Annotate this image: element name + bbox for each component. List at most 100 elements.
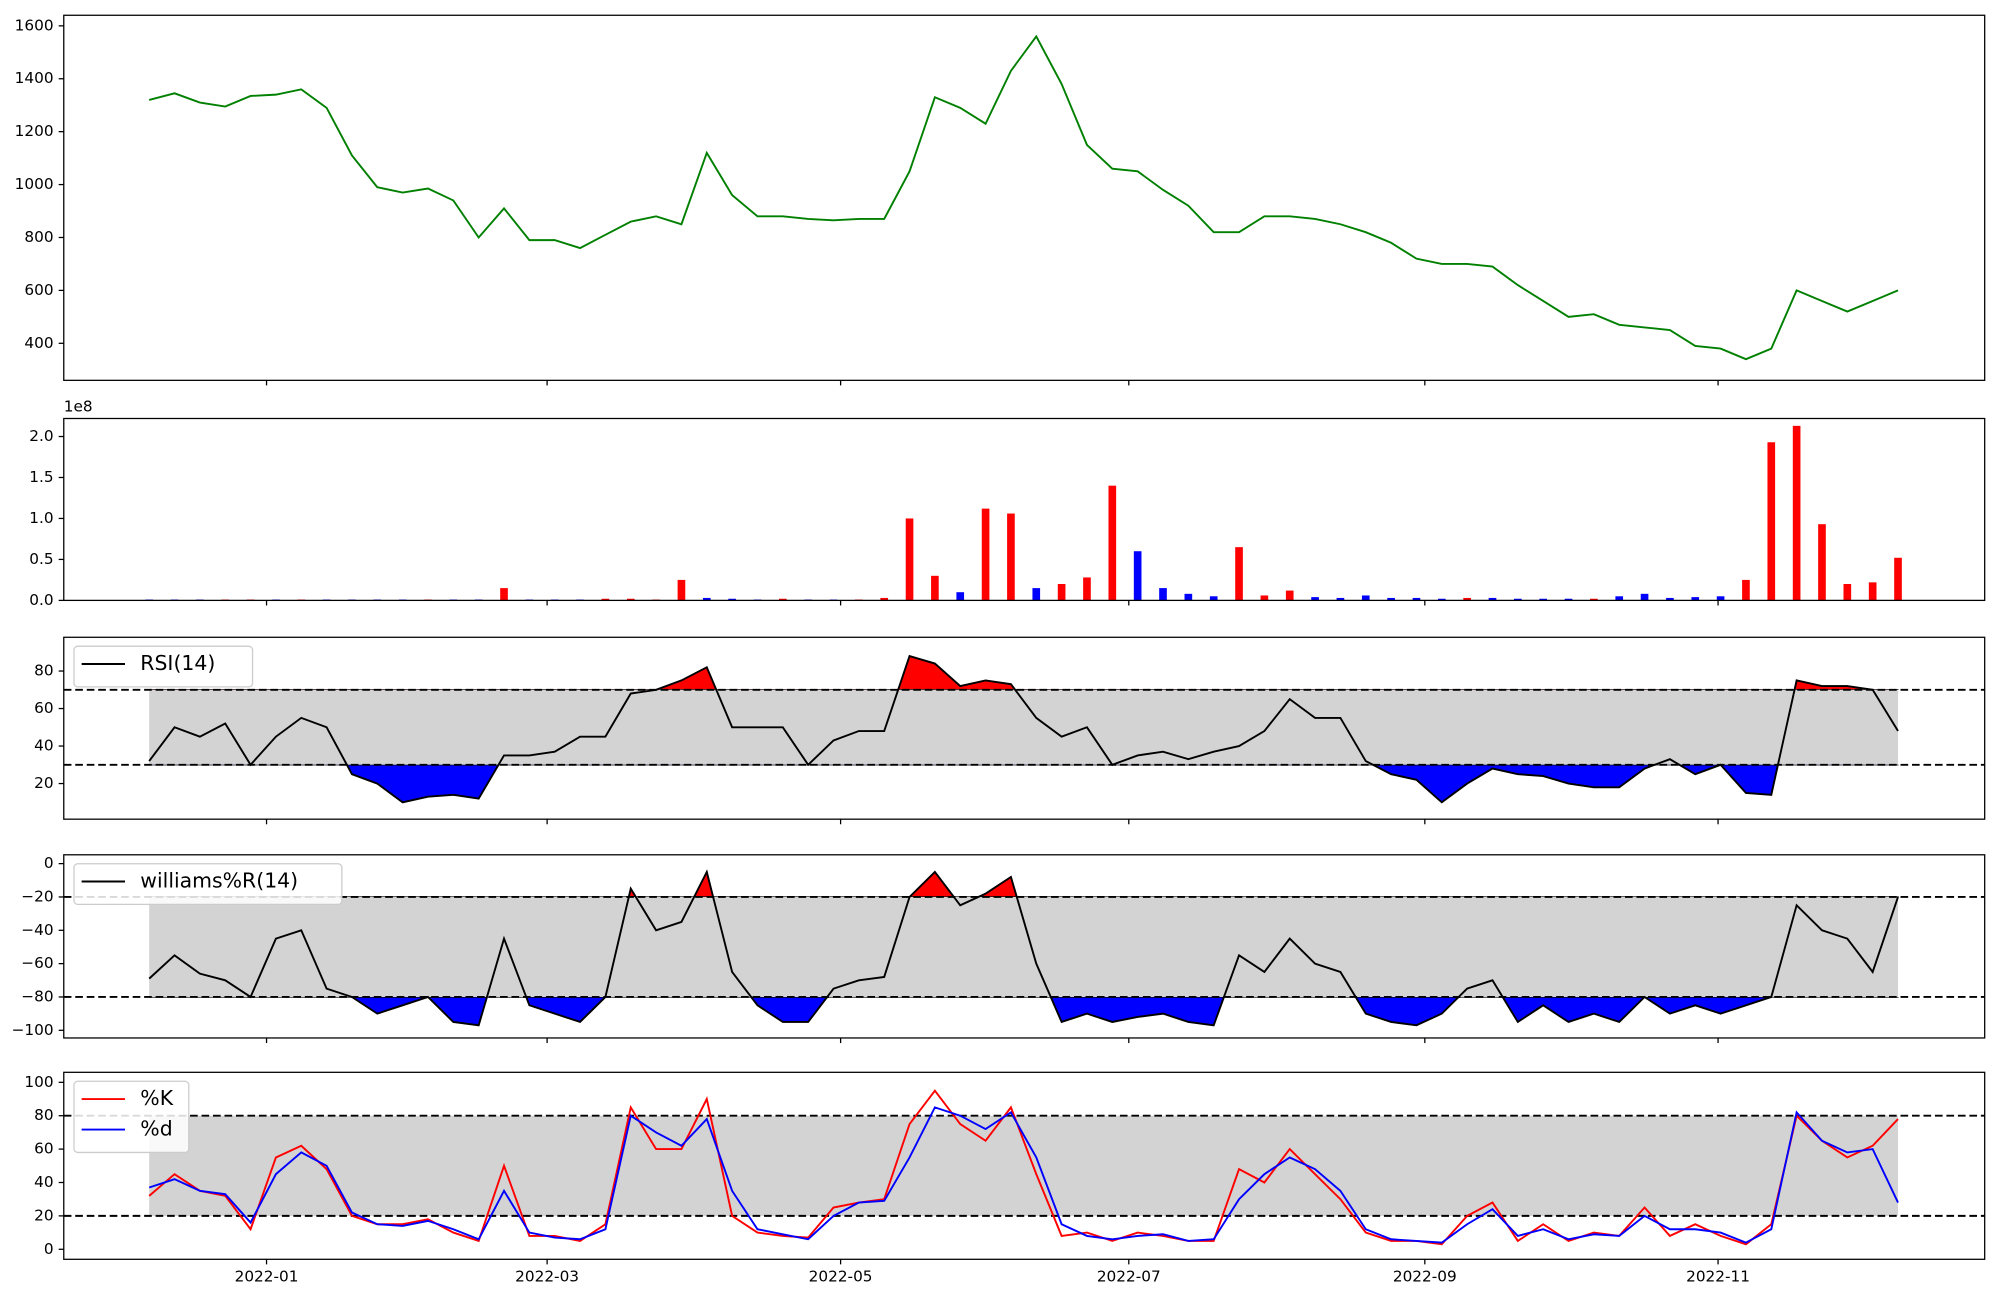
volume-bar [1311,597,1319,601]
series-line [148,869,1899,1027]
y-tick-label: 1.0 [29,509,53,527]
x-tick-label: 2022-11 [1686,1268,1750,1286]
y-tick-label: 1200 [15,122,54,140]
plot-area [63,1089,1985,1246]
volume-bar [601,598,610,601]
volume-bar [1159,588,1167,601]
volume-bar [1716,596,1725,601]
y-tick-label: 80 [34,1106,53,1124]
volume-bar [778,598,787,601]
volume-bar [1235,547,1243,601]
volume-bar [1767,442,1776,601]
volume-bar [500,588,508,601]
volume-bar [1387,597,1395,601]
volume-bar [1437,598,1446,601]
legend-box [73,645,254,688]
volume-bar [702,597,711,601]
axes-frame [63,417,1986,602]
series-line [148,654,1899,804]
legend-label: %K [140,1086,173,1110]
volume-bar [1133,551,1142,601]
x-tick-label: 2022-03 [515,1268,579,1286]
y-tick-label: 100 [24,1073,53,1091]
threshold-band [149,896,1899,997]
volume-bar [1032,588,1041,601]
y-tick-label: 600 [24,281,53,299]
volume-bar [956,592,965,601]
volume-bar [1792,425,1801,601]
plot-area [63,654,1985,804]
y-tick-label: 60 [34,1140,53,1158]
axes-frame [63,14,1986,381]
volume-bar [1108,485,1117,601]
volume-bar [1894,557,1902,601]
y-tick-label: 1400 [15,69,54,87]
volume-bar [1640,593,1649,601]
volume-bar [1818,524,1826,601]
legend-label: williams%R(14) [140,869,298,893]
y-tick-label: 0 [44,854,54,872]
y-tick-label: 400 [24,334,53,352]
volume-bar [1539,598,1548,601]
legend-label: %d [140,1117,172,1141]
volume-bar [880,597,889,601]
axes-frame [63,854,1986,1039]
y-tick-label: −40 [21,921,53,939]
y-tick-label: −80 [21,987,53,1005]
volume-bar [1488,597,1497,601]
plot-area [148,34,1899,361]
x-tick-label: 2022-07 [1097,1268,1161,1286]
volume-bar [1057,584,1066,601]
volume-bar [1868,582,1877,601]
volume-bar [1361,595,1370,601]
volume-bar [1463,597,1471,601]
y-tick-label: −60 [21,954,53,972]
series-line [148,1106,1899,1244]
volume-bar [1007,513,1015,601]
volume-bar [1742,579,1750,601]
plot-area [145,425,1902,601]
x-tick-label: 2022-05 [809,1268,873,1286]
x-tick-label: 2022-09 [1393,1268,1457,1286]
y-tick-label: −20 [21,887,53,905]
y-tick-label: 20 [34,774,53,792]
series-line [148,34,1899,361]
volume-bar [1843,584,1852,601]
threshold-band [149,1115,1899,1216]
y-tick-label: 60 [34,699,53,717]
y-tick-label: 40 [34,737,53,755]
y-tick-label: 2.0 [29,427,53,445]
volume-bar [1412,597,1421,601]
plot-area [63,869,1985,1027]
legend-label: RSI(14) [140,651,215,675]
y-tick-label: 0.5 [29,550,53,568]
y-tick-label: 1.5 [29,468,53,486]
volume-bar [677,579,686,601]
x-tick-label: 2022-01 [235,1268,299,1286]
axes-frame [63,636,1986,820]
y-tick-label: 0 [44,1240,54,1258]
volume-bar [1260,595,1269,601]
y-tick-label: 1000 [15,175,54,193]
volume-bar [931,575,939,601]
volume-bar [728,598,736,601]
volume-bar [1285,590,1294,601]
volume-bar [1184,593,1193,601]
volume-bar [1691,597,1700,601]
y-tick-label: −100 [12,1021,54,1039]
volume-bar [1336,597,1345,601]
legend-box [73,863,343,906]
volume-bar [905,518,914,601]
volume-bar [626,598,635,601]
volume-bar [981,508,990,601]
volume-bar [1590,598,1598,601]
y-tick-label: 80 [34,662,53,680]
volume-bar [1564,598,1573,601]
volume-bar [1615,596,1624,601]
y-tick-label: 40 [34,1173,53,1191]
y-tick-label: 0.0 [29,591,53,609]
volume-bar [1514,598,1522,601]
y-tick-label: 20 [34,1206,53,1224]
